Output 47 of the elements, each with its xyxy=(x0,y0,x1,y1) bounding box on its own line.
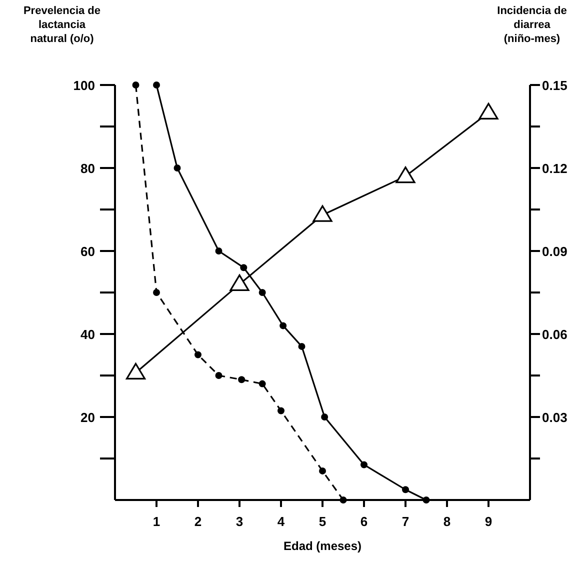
point xyxy=(312,205,332,222)
y-tick-label: 20 xyxy=(80,410,95,425)
point xyxy=(153,82,160,88)
y-tick-label: 80 xyxy=(80,161,95,176)
x-tick-label: 7 xyxy=(402,514,410,529)
x-tick-label: 9 xyxy=(484,514,492,529)
y2-tick-label: 0.12 xyxy=(542,161,568,176)
point xyxy=(240,264,248,272)
x-tick-label: 2 xyxy=(194,514,202,529)
point xyxy=(194,351,202,358)
point xyxy=(126,362,146,380)
y-axis-title: Prevelencia de lactancia natural (o/o) xyxy=(23,5,101,45)
y-tick-label: 60 xyxy=(80,244,95,259)
y2-tick-label: 0.15 xyxy=(542,78,568,93)
y-tick-label: 100 xyxy=(73,78,95,93)
point xyxy=(340,496,347,504)
y2-tick-label: 0.03 xyxy=(542,410,568,425)
x-axis-title: Edad (meses) xyxy=(283,539,362,553)
x-tick-label: 5 xyxy=(318,514,326,529)
point xyxy=(153,289,160,296)
x-tick-label: 8 xyxy=(443,514,451,529)
point xyxy=(478,102,498,120)
point xyxy=(321,414,328,420)
point xyxy=(280,322,287,330)
point xyxy=(238,376,246,384)
point xyxy=(402,486,409,494)
point xyxy=(422,496,430,504)
x-tick-label: 6 xyxy=(360,514,368,529)
y2-tick-label: 0.06 xyxy=(542,327,568,342)
x-tick-label: 3 xyxy=(236,514,244,529)
point xyxy=(360,461,368,468)
point xyxy=(258,380,266,388)
point xyxy=(215,248,222,254)
point xyxy=(132,82,140,88)
y-tick-label: 40 xyxy=(80,327,95,342)
point xyxy=(258,289,266,296)
point xyxy=(174,164,181,172)
x-tick-label: 4 xyxy=(277,514,286,529)
point xyxy=(278,407,284,414)
y2-axis-title: Incidencia de diarrea (niño-mes) xyxy=(497,5,567,45)
point xyxy=(396,166,416,184)
x-tick-label: 1 xyxy=(152,514,160,529)
y2-tick-label: 0.09 xyxy=(542,244,568,259)
point xyxy=(230,274,250,291)
point xyxy=(298,342,306,350)
point xyxy=(319,467,326,474)
point xyxy=(215,372,222,379)
